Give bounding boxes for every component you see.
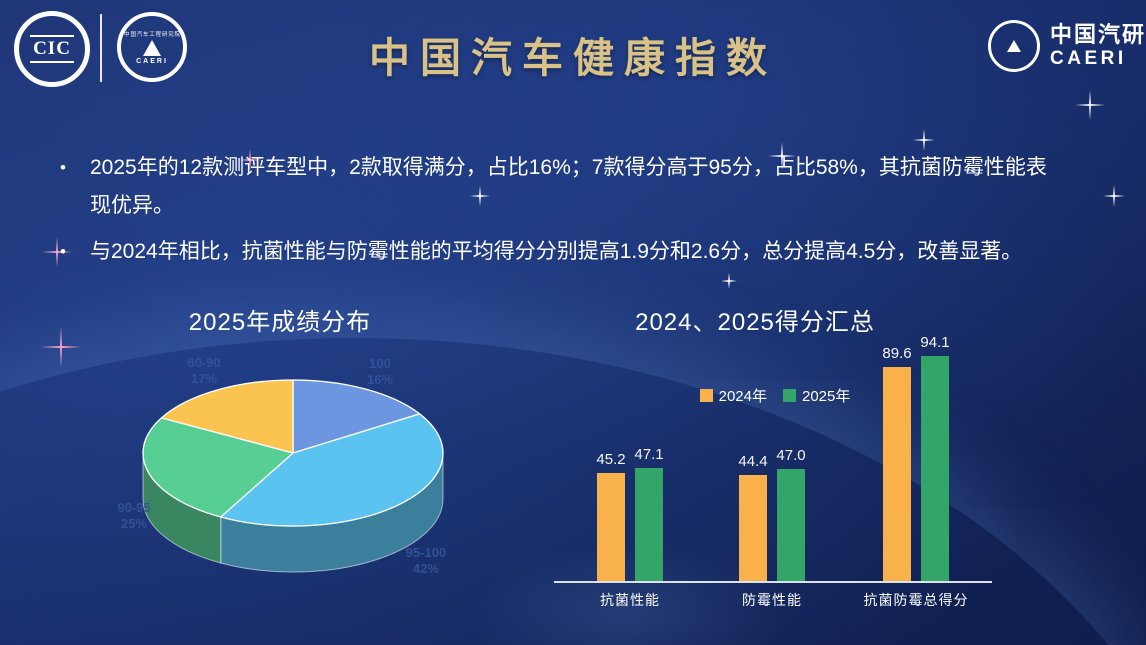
caeri-seal-abbr: CAERI [136, 58, 168, 65]
bar-value-label: 89.6 [882, 345, 912, 362]
bar-2024年-防霉性能 [739, 475, 767, 581]
bar-value-label: 94.1 [920, 334, 950, 351]
legend-item-2024年: 2024年 [699, 385, 767, 406]
legend-label: 2025年 [802, 388, 851, 405]
bar-2025年-抗菌性能 [635, 468, 663, 581]
legend-swatch-icon [783, 389, 796, 402]
bullet-text: 与2024年相比，抗菌性能与防霉性能的平均得分分别提高1.9分和2.6分，总分提… [90, 240, 1023, 263]
sparkle-decoration [913, 129, 935, 151]
bar-2024年-抗菌防霉总得分 [883, 367, 911, 581]
sailboat-icon [143, 40, 161, 56]
caeri-seal-icon [988, 20, 1040, 72]
bar-value-label: 47.1 [634, 446, 664, 463]
bullet-dot: • [60, 158, 66, 177]
bar-value-label: 47.0 [776, 447, 806, 464]
bullet-item: • 2025年的12款测评车型中，2款取得满分，占比16%；7款得分高于95分，… [60, 149, 1065, 225]
pie-label-100: 100 16% [366, 356, 394, 387]
legend-label: 2024年 [718, 388, 767, 405]
sparkle-decoration [40, 326, 82, 368]
bar-value-label: 45.2 [596, 451, 626, 468]
x-axis-line [554, 581, 992, 583]
bullet-item: • 与2024年相比，抗菌性能与防霉性能的平均得分分别提高1.9分和2.6分，总… [60, 233, 1065, 271]
sailboat-icon [1007, 40, 1021, 52]
pie-slice-90-95 [142, 417, 294, 518]
header-divider [100, 14, 102, 82]
cic-logo: CIC [14, 11, 90, 87]
bar-2025年-抗菌防霉总得分 [921, 356, 949, 581]
bullet-text: 2025年的12款测评车型中，2款取得满分，占比16%；7款得分高于95分，占比… [90, 156, 1047, 217]
category-label-防霉性能: 防霉性能 [742, 592, 802, 608]
category-label-抗菌防霉总得分: 抗菌防霉总得分 [863, 592, 969, 608]
pie-slice-95-100 [220, 413, 444, 527]
page-title: 中国汽车健康指数 [369, 35, 777, 81]
cic-logo-text: CIC [30, 35, 74, 63]
pie-chart [142, 379, 444, 573]
pie-slice-80-90 [160, 379, 294, 454]
brand-name-cn: 中国汽研 [1050, 22, 1146, 47]
bar-value-label: 44.4 [738, 453, 768, 470]
sparkle-decoration [1075, 90, 1105, 120]
bar-chart-title: 2024、2025得分汇总 [635, 309, 875, 336]
caeri-seal-logo: 中国汽车工程研究院 CAERI [117, 12, 187, 82]
bullet-dot: • [60, 242, 66, 261]
caeri-brand-logo: 中国汽研 CAERI [988, 20, 1146, 72]
bar-2024年-抗菌性能 [597, 473, 625, 581]
caeri-seal-ring-text: 中国汽车工程研究院 [123, 32, 181, 38]
legend-item-2025年: 2025年 [783, 385, 850, 406]
bar-chart: 2024年 2025年 45.2 44.4 89.6 47.1 47.0 94.1 抗菌性能… [540, 300, 1010, 640]
bar-2025年-防霉性能 [777, 469, 805, 581]
summary-bullets: • 2025年的12款测评车型中，2款取得满分，占比16%；7款得分高于95分，… [60, 149, 1065, 279]
pie-label-95-100: 95-100 42% [405, 545, 447, 576]
pie-chart-title: 2025年成绩分布 [188, 309, 372, 336]
bar-chart-legend: 2024年 2025年 [540, 385, 1010, 406]
sparkle-decoration [1103, 185, 1125, 207]
category-label-抗菌性能: 抗菌性能 [600, 592, 660, 608]
pie-label-80-90: 80-90 17% [187, 355, 221, 386]
legend-swatch-icon [699, 389, 713, 402]
brand-name-en: CAERI [1050, 48, 1127, 69]
pie-label-90-95: 90-95 25% [117, 500, 151, 531]
pie-slice-100 [292, 379, 421, 454]
